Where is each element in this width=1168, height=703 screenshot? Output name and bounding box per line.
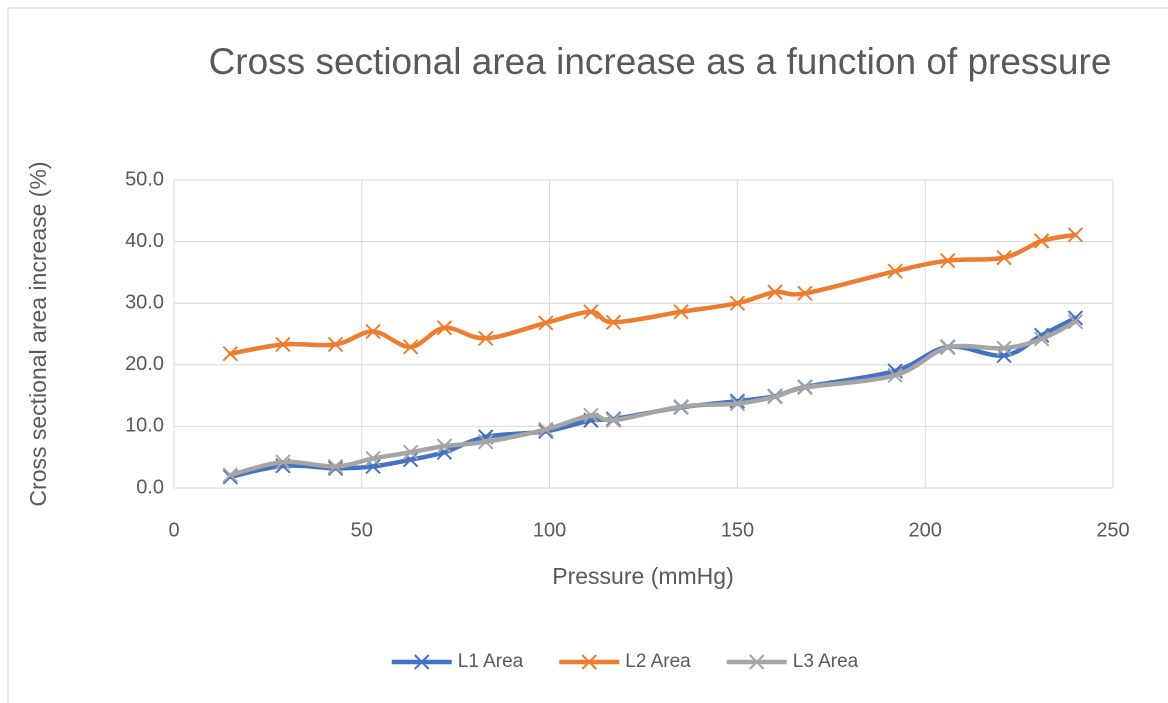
y-tick-label: 10.0 [125, 415, 164, 437]
marker [1033, 233, 1050, 249]
marker [538, 315, 554, 331]
marker [767, 389, 783, 405]
marker [365, 323, 381, 340]
x-tick-label: 150 [721, 519, 754, 541]
marker [478, 330, 494, 347]
marker [222, 346, 239, 362]
series [222, 227, 1084, 362]
legend-marker [414, 654, 430, 670]
marker [402, 339, 419, 355]
marker [365, 450, 381, 467]
marker [605, 314, 622, 331]
x-axis-title: Pressure (mmHg) [552, 563, 733, 589]
marker [767, 284, 783, 300]
marker [797, 379, 813, 396]
marker [673, 304, 689, 320]
marker [1033, 331, 1050, 347]
series-line [228, 232, 1078, 356]
marker [797, 285, 813, 302]
marker [887, 367, 903, 383]
legend: L1 Area L2 Area L3 Area [391, 651, 859, 672]
legend-label: L3 Area [793, 651, 859, 672]
marker [583, 304, 599, 320]
marker [436, 438, 453, 454]
y-tick-label: 50.0 [125, 168, 164, 190]
x-tick-label: 250 [1096, 519, 1129, 541]
legend-marker [581, 654, 597, 670]
y-tick-label: 30.0 [125, 291, 164, 313]
marker [583, 407, 599, 424]
chart-border [7, 7, 1168, 703]
marker [327, 458, 344, 475]
marker [538, 421, 554, 438]
legend-marker [749, 654, 765, 670]
x-tick-label: 200 [909, 519, 942, 541]
marker [996, 249, 1012, 266]
y-tick-label: 0.0 [136, 476, 164, 498]
marker [673, 398, 689, 415]
y-tick-label: 20.0 [125, 353, 164, 375]
legend-label: L1 Area [458, 651, 524, 672]
marker [1067, 313, 1084, 330]
legend-label: L2 Area [625, 651, 691, 672]
marker [605, 412, 622, 428]
chart-title: Cross sectional area increase as a funct… [208, 41, 1112, 82]
marker [222, 467, 239, 483]
marker [436, 320, 453, 336]
marker [402, 444, 419, 460]
marker [327, 336, 344, 353]
x-tick-label: 100 [533, 519, 566, 541]
marker [729, 295, 746, 311]
y-tick-label: 40.0 [125, 230, 164, 252]
x-tick-label: 0 [168, 519, 179, 541]
marker [275, 454, 291, 470]
marker [275, 336, 291, 353]
marker [996, 347, 1012, 364]
marker [1067, 227, 1084, 243]
marker [996, 340, 1012, 356]
series-line [228, 315, 1078, 480]
marker [940, 339, 956, 356]
x-tick-label: 50 [351, 519, 373, 541]
marker [729, 395, 746, 412]
y-axis-title: Cross sectional area increase (%) [25, 161, 51, 506]
marker [887, 263, 903, 279]
marker [478, 434, 494, 450]
marker [940, 252, 956, 269]
series [222, 313, 1084, 483]
